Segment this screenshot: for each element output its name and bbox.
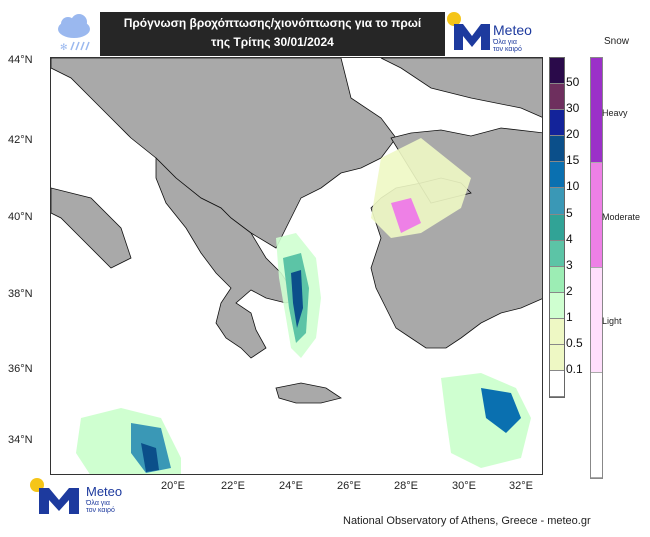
colorbar-label: 0.1 — [566, 362, 583, 377]
lon-label: 28°E — [394, 480, 418, 492]
meteo-logo-top[interactable]: Meteo Όλα για τον καιρό — [447, 12, 547, 56]
credit-text: National Observatory of Athens, Greece -… — [343, 515, 591, 527]
precip-areas — [76, 138, 531, 474]
lat-label: 34°N — [8, 434, 33, 446]
snow-legend-title: Snow — [604, 36, 630, 47]
colorbar-label: 20 — [566, 127, 580, 142]
colorbar-label: 0.5 — [566, 336, 583, 350]
lon-label: 24°E — [279, 480, 303, 492]
lat-label: 36°N — [8, 363, 33, 375]
colorbar-swatch — [550, 318, 564, 346]
lon-label: 32°E — [509, 480, 533, 492]
colorbar-label: 3 — [566, 257, 573, 272]
colorbar-swatch — [550, 345, 564, 372]
map-canvas — [51, 58, 542, 474]
colorbar-swatch — [550, 188, 564, 215]
snow-swatch — [591, 163, 602, 268]
colorbar-swatch — [550, 240, 564, 267]
lon-label: 20°E — [161, 480, 185, 492]
lat-label: 42°N — [8, 134, 33, 146]
snow-swatch — [591, 268, 602, 373]
precip-colorbar — [549, 57, 565, 399]
colorbar-swatch — [550, 266, 564, 293]
snow-colorbar — [590, 57, 603, 479]
colorbar-label: 1 — [566, 309, 573, 324]
lon-label: 26°E — [337, 480, 361, 492]
rain-snow-cloud-icon: ✻ — [50, 12, 100, 56]
lon-label: 22°E — [221, 480, 245, 492]
snow-swatch — [591, 373, 602, 478]
snow-swatch — [591, 58, 602, 163]
colorbar-label: 50 — [566, 75, 580, 89]
colorbar-label: 30 — [566, 101, 580, 116]
snow-label-moderate: Moderate — [602, 212, 641, 222]
lat-label: 38°N — [8, 288, 33, 300]
lat-label: 44°N — [8, 54, 33, 66]
colorbar-label: 10 — [566, 179, 580, 194]
lon-label: 30°E — [452, 480, 476, 492]
colorbar-swatch — [550, 214, 564, 241]
colorbar-swatch — [550, 110, 564, 137]
forecast-title: Πρόγνωση βροχόπτωσης/χιονόπτωσης για το … — [123, 16, 422, 49]
meteo-logo-bottom[interactable]: Meteo Όλα για τον καιρό — [30, 478, 130, 514]
colorbar-label: 4 — [566, 231, 573, 246]
colorbar-swatch — [550, 162, 564, 189]
colorbar-swatch — [550, 136, 564, 163]
meteo-m-icon — [454, 24, 490, 50]
title-bar — [50, 12, 445, 56]
colorbar-label: 2 — [566, 283, 573, 298]
lat-label: 40°N — [8, 211, 33, 223]
snow-label-heavy: Heavy — [602, 108, 628, 118]
colorbar-label: 15 — [566, 153, 580, 168]
colorbar-swatch — [550, 84, 564, 111]
snow-label-light: Light — [602, 316, 622, 326]
svg-text:✻: ✻ — [60, 42, 68, 52]
colorbar-swatch — [550, 58, 564, 85]
colorbar-swatch — [550, 371, 564, 398]
precipitation-map — [50, 57, 543, 475]
meteo-m-icon — [39, 488, 79, 514]
colorbar-swatch — [550, 292, 564, 319]
colorbar-label: 5 — [566, 205, 573, 220]
